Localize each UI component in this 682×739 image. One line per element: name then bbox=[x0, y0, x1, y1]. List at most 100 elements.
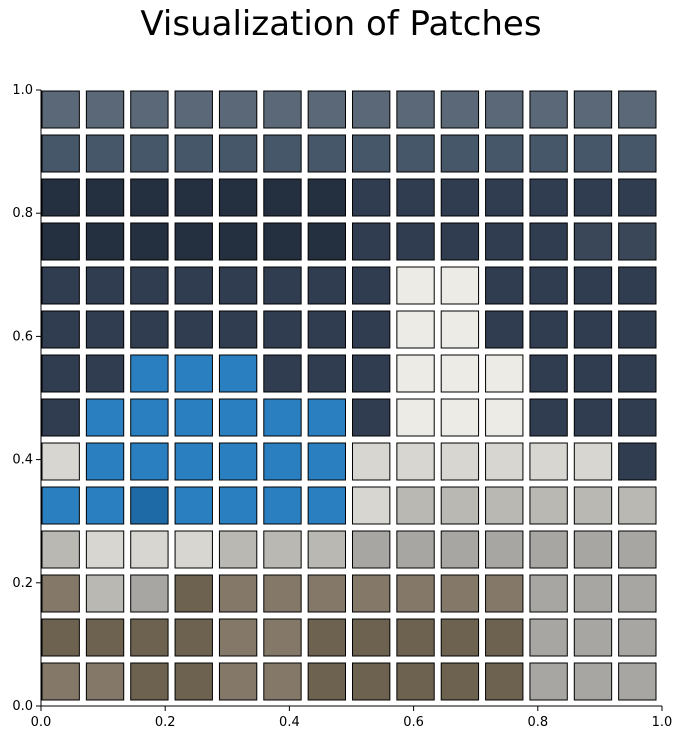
image-patch bbox=[263, 662, 302, 701]
image-patch bbox=[352, 398, 391, 437]
image-patch bbox=[573, 354, 613, 393]
image-patch bbox=[485, 662, 524, 701]
image-patch bbox=[573, 662, 613, 701]
image-patch bbox=[85, 618, 125, 657]
axes bbox=[40, 90, 662, 707]
image-patch bbox=[529, 398, 568, 437]
image-patch bbox=[41, 354, 80, 393]
image-patch bbox=[263, 530, 302, 569]
image-patch bbox=[440, 530, 480, 569]
image-patch bbox=[573, 398, 613, 437]
image-patch bbox=[352, 530, 391, 569]
image-patch bbox=[618, 134, 657, 173]
image-patch bbox=[307, 662, 347, 701]
image-patch bbox=[618, 310, 657, 349]
image-patch bbox=[41, 442, 80, 481]
image-patch bbox=[41, 310, 80, 349]
image-patch bbox=[485, 222, 524, 261]
image-patch bbox=[218, 266, 258, 305]
image-patch bbox=[529, 354, 568, 393]
image-patch bbox=[85, 310, 125, 349]
image-patch bbox=[218, 486, 258, 525]
image-patch bbox=[440, 178, 480, 217]
y-tick-label: 0.8 bbox=[12, 206, 33, 221]
image-patch bbox=[41, 486, 80, 525]
image-patch bbox=[529, 530, 568, 569]
image-patch bbox=[85, 662, 125, 701]
image-patch bbox=[85, 354, 125, 393]
image-patch bbox=[218, 662, 258, 701]
image-patch bbox=[85, 90, 125, 129]
image-patch bbox=[130, 442, 169, 481]
image-patch bbox=[396, 398, 435, 437]
image-patch bbox=[218, 178, 258, 217]
image-patch bbox=[85, 442, 125, 481]
image-patch bbox=[352, 618, 391, 657]
image-patch bbox=[529, 662, 568, 701]
image-patch bbox=[440, 90, 480, 129]
image-patch bbox=[218, 618, 258, 657]
image-patch bbox=[307, 530, 347, 569]
image-patch bbox=[174, 90, 213, 129]
image-patch bbox=[396, 266, 435, 305]
image-patch bbox=[529, 442, 568, 481]
image-patch bbox=[85, 398, 125, 437]
image-patch bbox=[396, 486, 435, 525]
image-patch bbox=[130, 178, 169, 217]
image-patch bbox=[440, 266, 480, 305]
y-tick-label: 0.0 bbox=[12, 699, 33, 714]
chart-title: Visualization of Patches bbox=[140, 4, 542, 44]
image-patch bbox=[529, 574, 568, 613]
image-patch bbox=[573, 574, 613, 613]
image-patch bbox=[307, 618, 347, 657]
image-patch bbox=[85, 266, 125, 305]
image-patch bbox=[263, 134, 302, 173]
image-patch bbox=[263, 398, 302, 437]
image-patch bbox=[352, 178, 391, 217]
image-patch bbox=[307, 574, 347, 613]
image-patch bbox=[85, 574, 125, 613]
image-patch bbox=[41, 662, 80, 701]
x-tick-label: 0.4 bbox=[279, 715, 300, 730]
image-patch bbox=[529, 486, 568, 525]
image-patch bbox=[396, 530, 435, 569]
image-patch bbox=[263, 618, 302, 657]
image-patch bbox=[440, 134, 480, 173]
image-patch bbox=[307, 90, 347, 129]
image-patch bbox=[174, 574, 213, 613]
image-patch bbox=[529, 134, 568, 173]
image-patch bbox=[85, 530, 125, 569]
image-patch bbox=[130, 310, 169, 349]
image-patch bbox=[130, 574, 169, 613]
image-patch bbox=[352, 354, 391, 393]
image-patch bbox=[85, 486, 125, 525]
image-patch bbox=[618, 178, 657, 217]
image-patch bbox=[218, 574, 258, 613]
x-tick-label: 0.8 bbox=[527, 715, 548, 730]
image-patch bbox=[130, 266, 169, 305]
image-patch bbox=[263, 90, 302, 129]
image-patch bbox=[573, 442, 613, 481]
image-patch bbox=[174, 618, 213, 657]
image-patch bbox=[573, 266, 613, 305]
image-patch bbox=[263, 266, 302, 305]
image-patch bbox=[174, 310, 213, 349]
image-patch bbox=[307, 310, 347, 349]
x-ticks: 0.0 0.2 0.4 0.6 0.8 1.0 bbox=[31, 706, 673, 730]
image-patch bbox=[396, 618, 435, 657]
image-patch bbox=[485, 574, 524, 613]
image-patch bbox=[396, 178, 435, 217]
image-patch bbox=[263, 442, 302, 481]
image-patch bbox=[85, 222, 125, 261]
image-patch bbox=[529, 618, 568, 657]
image-patch bbox=[485, 90, 524, 129]
image-patch bbox=[440, 310, 480, 349]
image-patch bbox=[263, 486, 302, 525]
x-tick-label: 1.0 bbox=[652, 715, 673, 730]
image-patch bbox=[218, 530, 258, 569]
image-patch bbox=[573, 222, 613, 261]
image-patch bbox=[174, 178, 213, 217]
image-patch bbox=[263, 574, 302, 613]
image-patch bbox=[218, 310, 258, 349]
image-patch bbox=[41, 398, 80, 437]
